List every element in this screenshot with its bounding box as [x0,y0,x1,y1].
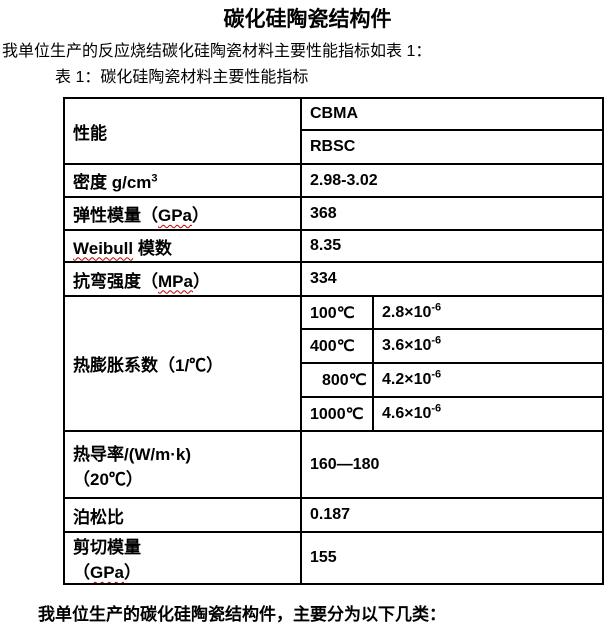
cell-cte-value-1000: 4.6×10-6 [372,396,604,432]
table-row-bending-strength: 抗弯强度（MPa） 334 [63,261,604,297]
properties-table: 性能 CBMA RBSC 密度 g/cm3 2.98-3.02 弹性模量（GPa… [63,97,604,585]
elastic-label-post: ） [192,206,210,225]
shear-label-line2: （GPa） [73,558,296,582]
cte-value-800-exponent: -6 [431,368,442,381]
table-row-weibull: Weibull 模数 8.35 [63,229,604,263]
weibull-label-spellcheck: Weibull [73,238,134,258]
table-row-cte-400: 400℃ 3.6×10-6 [64,328,604,364]
cell-conductivity-label: 热导率/(W/m·k) （20℃） [63,430,302,499]
cte-value-800-base: 4.2×10 [382,371,432,388]
cell-cte-value-100: 2.8×10-6 [372,295,604,330]
shear-label-line1: 剪切模量 [73,538,141,557]
cell-shear-value: 155 [300,531,604,585]
table-row-header-rbsc: RBSC [64,129,604,165]
cell-weibull-value: 8.35 [300,229,604,263]
table-row-cte-1000: 1000℃ 4.6×10-6 [64,396,604,432]
cell-density-value: 2.98-3.02 [300,163,604,198]
table-row-shear-modulus: 剪切模量 （GPa） 155 [63,531,604,585]
cell-density-label: 密度 g/cm3 [63,163,302,198]
density-label-superscript: 3 [151,172,158,185]
conductivity-label-line2: （20℃） [73,469,143,489]
elastic-label-spellcheck: GPa [158,206,193,225]
cell-property-header: 性能 [63,97,302,165]
shear-label-spellcheck: GPa [90,563,125,582]
cell-cte-value-800: 4.2×10-6 [372,362,604,398]
table-row-density: 密度 g/cm3 2.98-3.02 [63,163,604,198]
cell-material-rbsc: RBSC [300,129,604,165]
closing-paragraph: 我单位生产的碳化硅陶瓷结构件，主要分为以下几类： [38,605,446,624]
cte-value-1000-exponent: -6 [431,402,442,415]
cell-poisson-label: 泊松比 [63,497,302,533]
table-row-thermal-conductivity: 热导率/(W/m·k) （20℃） 160—180 [63,430,604,499]
cell-cte-label: 热膨胀系数（1/℃） [63,295,302,432]
cte-value-100-exponent: -6 [431,301,442,314]
cell-elastic-value: 368 [300,196,604,231]
cte-value-1000-base: 4.6×10 [382,405,432,422]
shear-label-line2-post: ） [124,563,142,582]
table-row-cte-800: 800℃ 4.2×10-6 [64,362,604,398]
cell-material-cbma: CBMA [300,97,604,131]
cte-value-100-base: 2.8×10 [382,303,432,321]
cell-cte-temp-100: 100℃ [300,295,374,330]
cell-shear-label: 剪切模量 （GPa） [63,531,302,585]
cell-elastic-label: 弹性模量（GPa） [63,196,302,231]
density-label-text: 密度 g/cm [73,173,152,192]
elastic-label-pre: 弹性模量（ [73,206,158,225]
table-caption: 表 1：碳化硅陶瓷材料主要性能指标 [55,69,309,86]
bending-label-spellcheck: MPa [158,271,193,291]
cell-weibull-label: Weibull 模数 [63,229,302,263]
bending-label-post: ） [192,271,210,291]
shear-label-line2-pre: （ [73,563,90,582]
table-row-poisson: 泊松比 0.187 [63,497,604,533]
cell-cte-temp-800: 800℃ [300,362,374,398]
bending-label-pre: 抗弯强度（ [73,271,158,291]
cell-bending-label: 抗弯强度（MPa） [63,261,302,297]
page-title: 碳化硅陶瓷结构件 [223,8,392,31]
cte-value-400-exponent: -6 [431,334,442,347]
intro-paragraph: 我单位生产的反应烧结碳化硅陶瓷材料主要性能指标如表 1： [2,43,432,60]
cell-cte-temp-1000: 1000℃ [300,396,374,432]
cell-cte-temp-400: 400℃ [300,328,374,364]
cell-bending-value: 334 [300,261,604,297]
table-row-header-cbma: 性能 CBMA [63,97,604,165]
cell-poisson-value: 0.187 [300,497,604,533]
table-row-cte-100: 热膨胀系数（1/℃） 100℃ 2.8×10-6 [63,295,604,432]
weibull-label-post: 模数 [133,238,172,258]
table-row-elastic-modulus: 弹性模量（GPa） 368 [63,196,604,231]
cte-value-400-base: 3.6×10 [382,337,432,354]
cell-cte-value-400: 3.6×10-6 [372,328,604,364]
cell-conductivity-value: 160—180 [300,430,604,499]
conductivity-label-line1: 热导率/(W/m·k) [73,444,192,464]
